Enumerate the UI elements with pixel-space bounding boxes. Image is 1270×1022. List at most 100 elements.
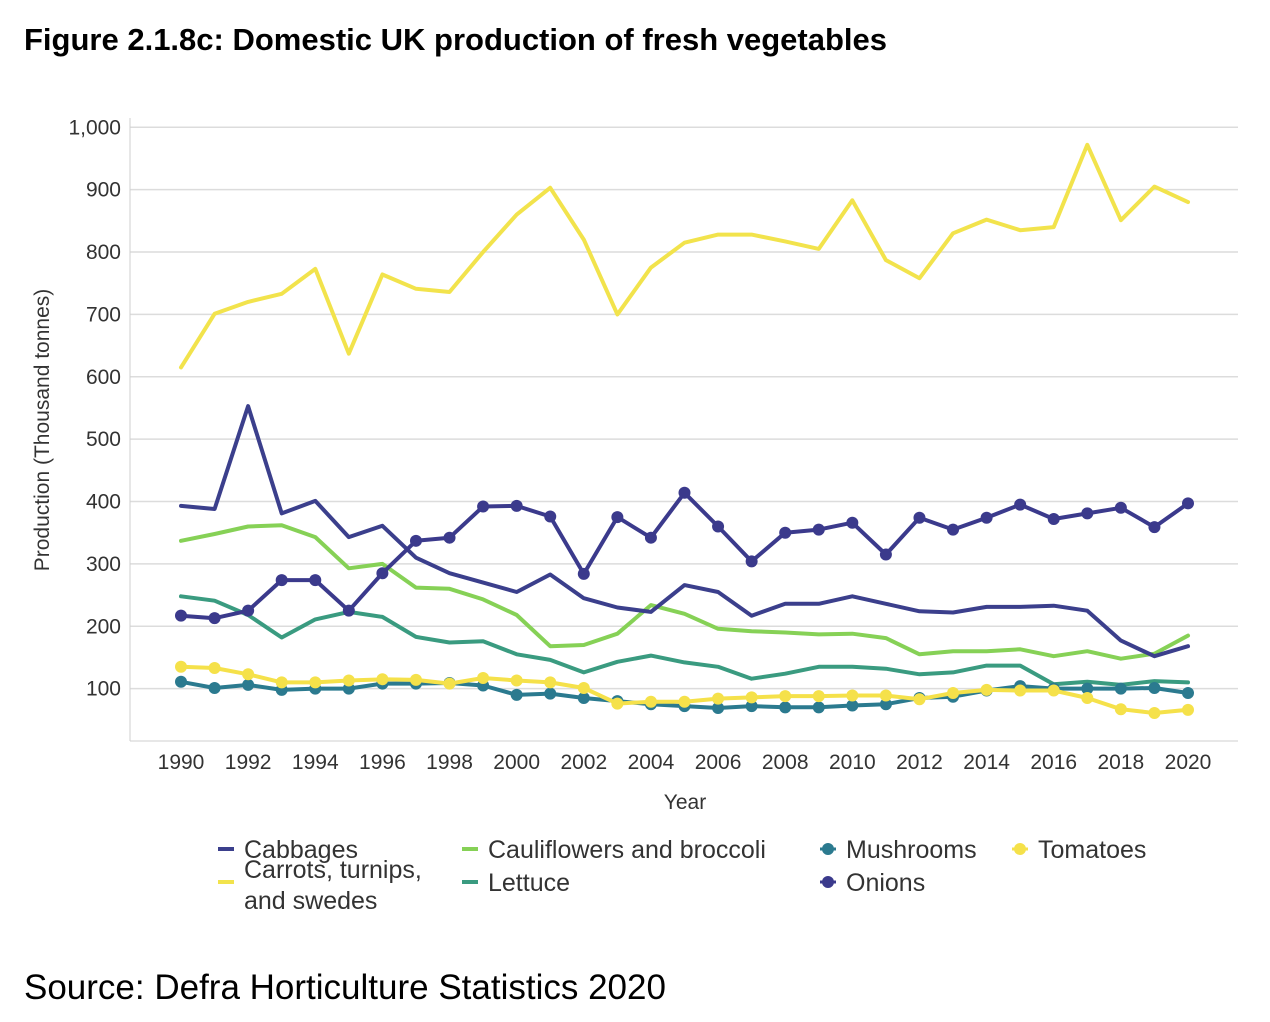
data-point (577, 567, 590, 580)
legend-item: Mushrooms (820, 836, 977, 864)
data-point (342, 674, 355, 687)
data-point (1114, 682, 1127, 695)
series-line (179, 523, 1190, 661)
x-tick-label: 1996 (359, 751, 406, 774)
axes (129, 118, 1238, 742)
x-tick-labels: 1990 1992 1994 1996 1998 2000 2002 2004 2006 2008… (158, 751, 1212, 774)
data-point (510, 499, 523, 512)
data-point (611, 511, 624, 524)
data-point (1114, 703, 1127, 716)
x-tick-label: 2020 (1165, 751, 1212, 774)
series-line (179, 404, 1190, 659)
y-axis-title: Production (Thousand tonnes) (31, 289, 54, 572)
x-tick-label: 2012 (896, 751, 943, 774)
data-point (376, 567, 389, 580)
x-tick-label: 1994 (292, 751, 339, 774)
data-point (342, 604, 355, 617)
series-lettuce (179, 594, 1190, 687)
x-tick-label: 2008 (762, 751, 809, 774)
x-tick-label: 2018 (1098, 751, 1145, 774)
y-tick-label: 800 (86, 241, 121, 264)
data-point (611, 697, 624, 710)
data-point (175, 660, 187, 673)
data-point (175, 675, 187, 688)
legend-marker (822, 876, 834, 888)
legend-marker (822, 843, 834, 855)
data-point (812, 701, 825, 714)
x-tick-label: 1990 (158, 751, 205, 774)
y-tick-label: 700 (86, 303, 121, 326)
gridlines (130, 126, 1238, 690)
legend-label: Carrots, turnips, (244, 856, 422, 884)
y-tick-label: 900 (86, 179, 121, 202)
data-point (1182, 703, 1194, 716)
data-point (913, 511, 926, 524)
data-point (980, 683, 993, 696)
data-point (275, 676, 288, 689)
data-point (443, 531, 456, 544)
data-point (1148, 682, 1161, 695)
legend-label: Cabbages (244, 836, 358, 864)
data-point (577, 691, 590, 704)
data-point (208, 612, 221, 625)
data-point (242, 678, 255, 691)
y-tick-label: 600 (86, 366, 121, 389)
data-point (980, 511, 993, 524)
x-tick-label: 2010 (829, 751, 876, 774)
series-cabbages (179, 404, 1190, 659)
x-tick-label: 1992 (225, 751, 272, 774)
data-point (309, 676, 322, 689)
data-point (577, 682, 590, 695)
y-tick-label: 200 (86, 615, 121, 638)
data-point (544, 687, 557, 700)
data-point (644, 695, 657, 708)
series-tomatoes (175, 660, 1194, 719)
data-point (712, 692, 725, 705)
series-carrots-turnips-and-swedes (179, 142, 1190, 370)
y-tick-label: 300 (86, 553, 121, 576)
data-point (1114, 501, 1127, 514)
series-onions (175, 486, 1194, 625)
x-tick-label: 2004 (628, 751, 675, 774)
data-point (376, 673, 389, 686)
series-line (179, 594, 1190, 687)
series-lines (175, 142, 1194, 719)
x-tick-label: 2002 (560, 751, 607, 774)
data-point (544, 510, 557, 523)
data-point (745, 691, 758, 704)
legend-item: Carrots, turnips, and swedes (218, 856, 422, 915)
data-point (712, 520, 725, 533)
data-point (477, 500, 490, 513)
legend-label: Lettuce (488, 869, 570, 897)
y-tick-labels: 100 200 300 400 500 600 700 800 900 1,000 (68, 116, 121, 700)
x-tick-label: 2006 (695, 751, 742, 774)
x-tick-label: 2000 (493, 751, 540, 774)
data-point (510, 674, 523, 687)
data-point (242, 604, 255, 617)
data-point (779, 690, 792, 703)
source-note: Source: Defra Horticulture Statistics 20… (24, 968, 666, 1007)
legend-item: Lettuce (462, 869, 570, 897)
data-point (175, 609, 187, 622)
series-line (179, 490, 1190, 621)
series-line (179, 142, 1190, 370)
data-point (477, 672, 490, 685)
data-point (913, 693, 926, 706)
legend-item: Onions (820, 869, 925, 897)
data-point (1081, 682, 1094, 695)
legend-label: Mushrooms (846, 836, 977, 864)
data-point (846, 699, 859, 712)
data-point (879, 698, 892, 711)
data-point (409, 673, 422, 686)
data-point (208, 682, 221, 695)
data-point (510, 688, 523, 701)
legend-marker (1014, 843, 1026, 855)
data-point (1182, 497, 1194, 510)
data-point (812, 523, 825, 536)
data-point (678, 695, 691, 708)
data-point (846, 689, 859, 702)
data-point (544, 676, 557, 689)
legend-item: Cauliflowers and broccoli (462, 836, 766, 864)
